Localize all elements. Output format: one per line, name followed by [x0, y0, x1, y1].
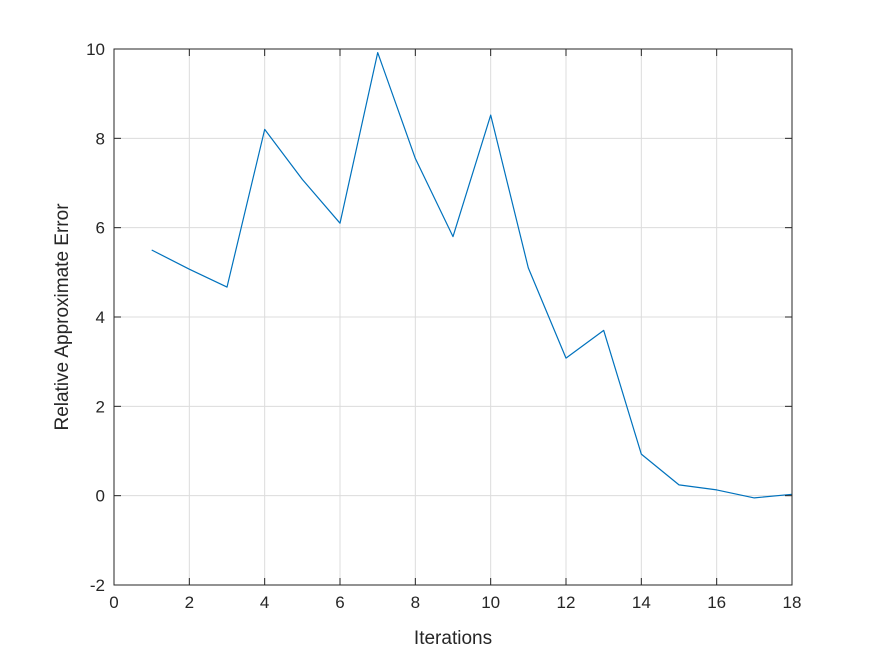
- x-axis-title: Iterations: [414, 628, 492, 649]
- x-tick-label: 16: [707, 593, 726, 612]
- series-line: [151, 51, 793, 499]
- x-tick-label: 0: [109, 593, 118, 612]
- y-tick-label: 4: [96, 308, 105, 327]
- x-tick-label: 14: [632, 593, 651, 612]
- x-tick-label: 18: [783, 593, 802, 612]
- y-tick-label: 0: [96, 487, 105, 506]
- x-tick-label: 10: [481, 593, 500, 612]
- y-tick-label: 10: [86, 40, 105, 59]
- series-layer: [151, 51, 793, 499]
- y-tick-label: 2: [96, 397, 105, 416]
- x-tick-label: 2: [185, 593, 194, 612]
- y-tick-label: 6: [96, 219, 105, 238]
- x-tick-label: 12: [557, 593, 576, 612]
- tick-marks: [113, 48, 793, 586]
- y-tick-label: 8: [96, 129, 105, 148]
- x-tick-label: 8: [411, 593, 420, 612]
- x-tick-label: 4: [260, 593, 269, 612]
- x-tick-label: 6: [335, 593, 344, 612]
- y-axis-title: Relative Approximate Error: [52, 203, 73, 431]
- y-tick-label: -2: [90, 576, 105, 595]
